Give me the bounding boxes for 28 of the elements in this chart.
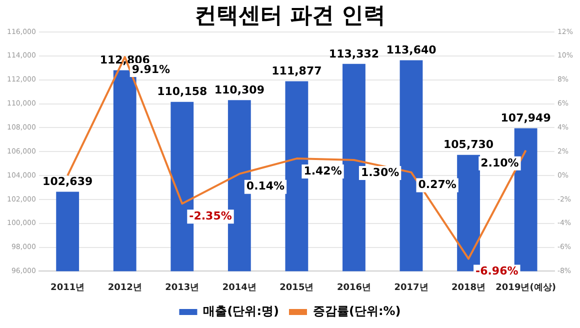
legend-label: 증감률(단위:%)	[312, 304, 401, 318]
x-tick-label: 2012년	[108, 282, 142, 293]
chart-title: 컨택센터 파견 인력	[194, 4, 386, 29]
x-tick-label: 2014년	[222, 282, 256, 293]
data-label: 111,877	[272, 64, 322, 78]
data-label: 1.30%	[360, 166, 400, 179]
data-label: 110,158	[157, 85, 208, 98]
x-tick-label: 2019년(예상)	[496, 282, 556, 293]
data-label: 105,730	[443, 138, 494, 152]
data-label: 0.14%	[246, 180, 285, 193]
data-label: 2.10%	[480, 156, 519, 170]
data-label: 102,639	[42, 175, 93, 188]
legend-label: 매출(단위:명)	[203, 304, 279, 318]
data-label: 9.91%	[132, 62, 170, 76]
data-label: 107,949	[500, 112, 551, 125]
data-label: 0.27%	[418, 178, 456, 192]
data-label: -2.35%	[189, 209, 232, 222]
x-tick-label: 2011년	[50, 282, 85, 293]
x-tick-label: 2016년	[336, 282, 372, 293]
data-label: 1.42%	[304, 164, 342, 178]
x-tick-label: 2013년	[165, 282, 200, 293]
x-tick-label: 2018년	[451, 282, 486, 293]
data-label: 113,332	[328, 47, 380, 60]
x-tick-label: 2017년	[394, 282, 428, 293]
data-label: 110,309	[214, 83, 264, 96]
data-label: -6.96%	[476, 264, 518, 278]
data-label: 113,640	[386, 44, 437, 57]
x-tick-label: 2015년	[280, 282, 314, 293]
